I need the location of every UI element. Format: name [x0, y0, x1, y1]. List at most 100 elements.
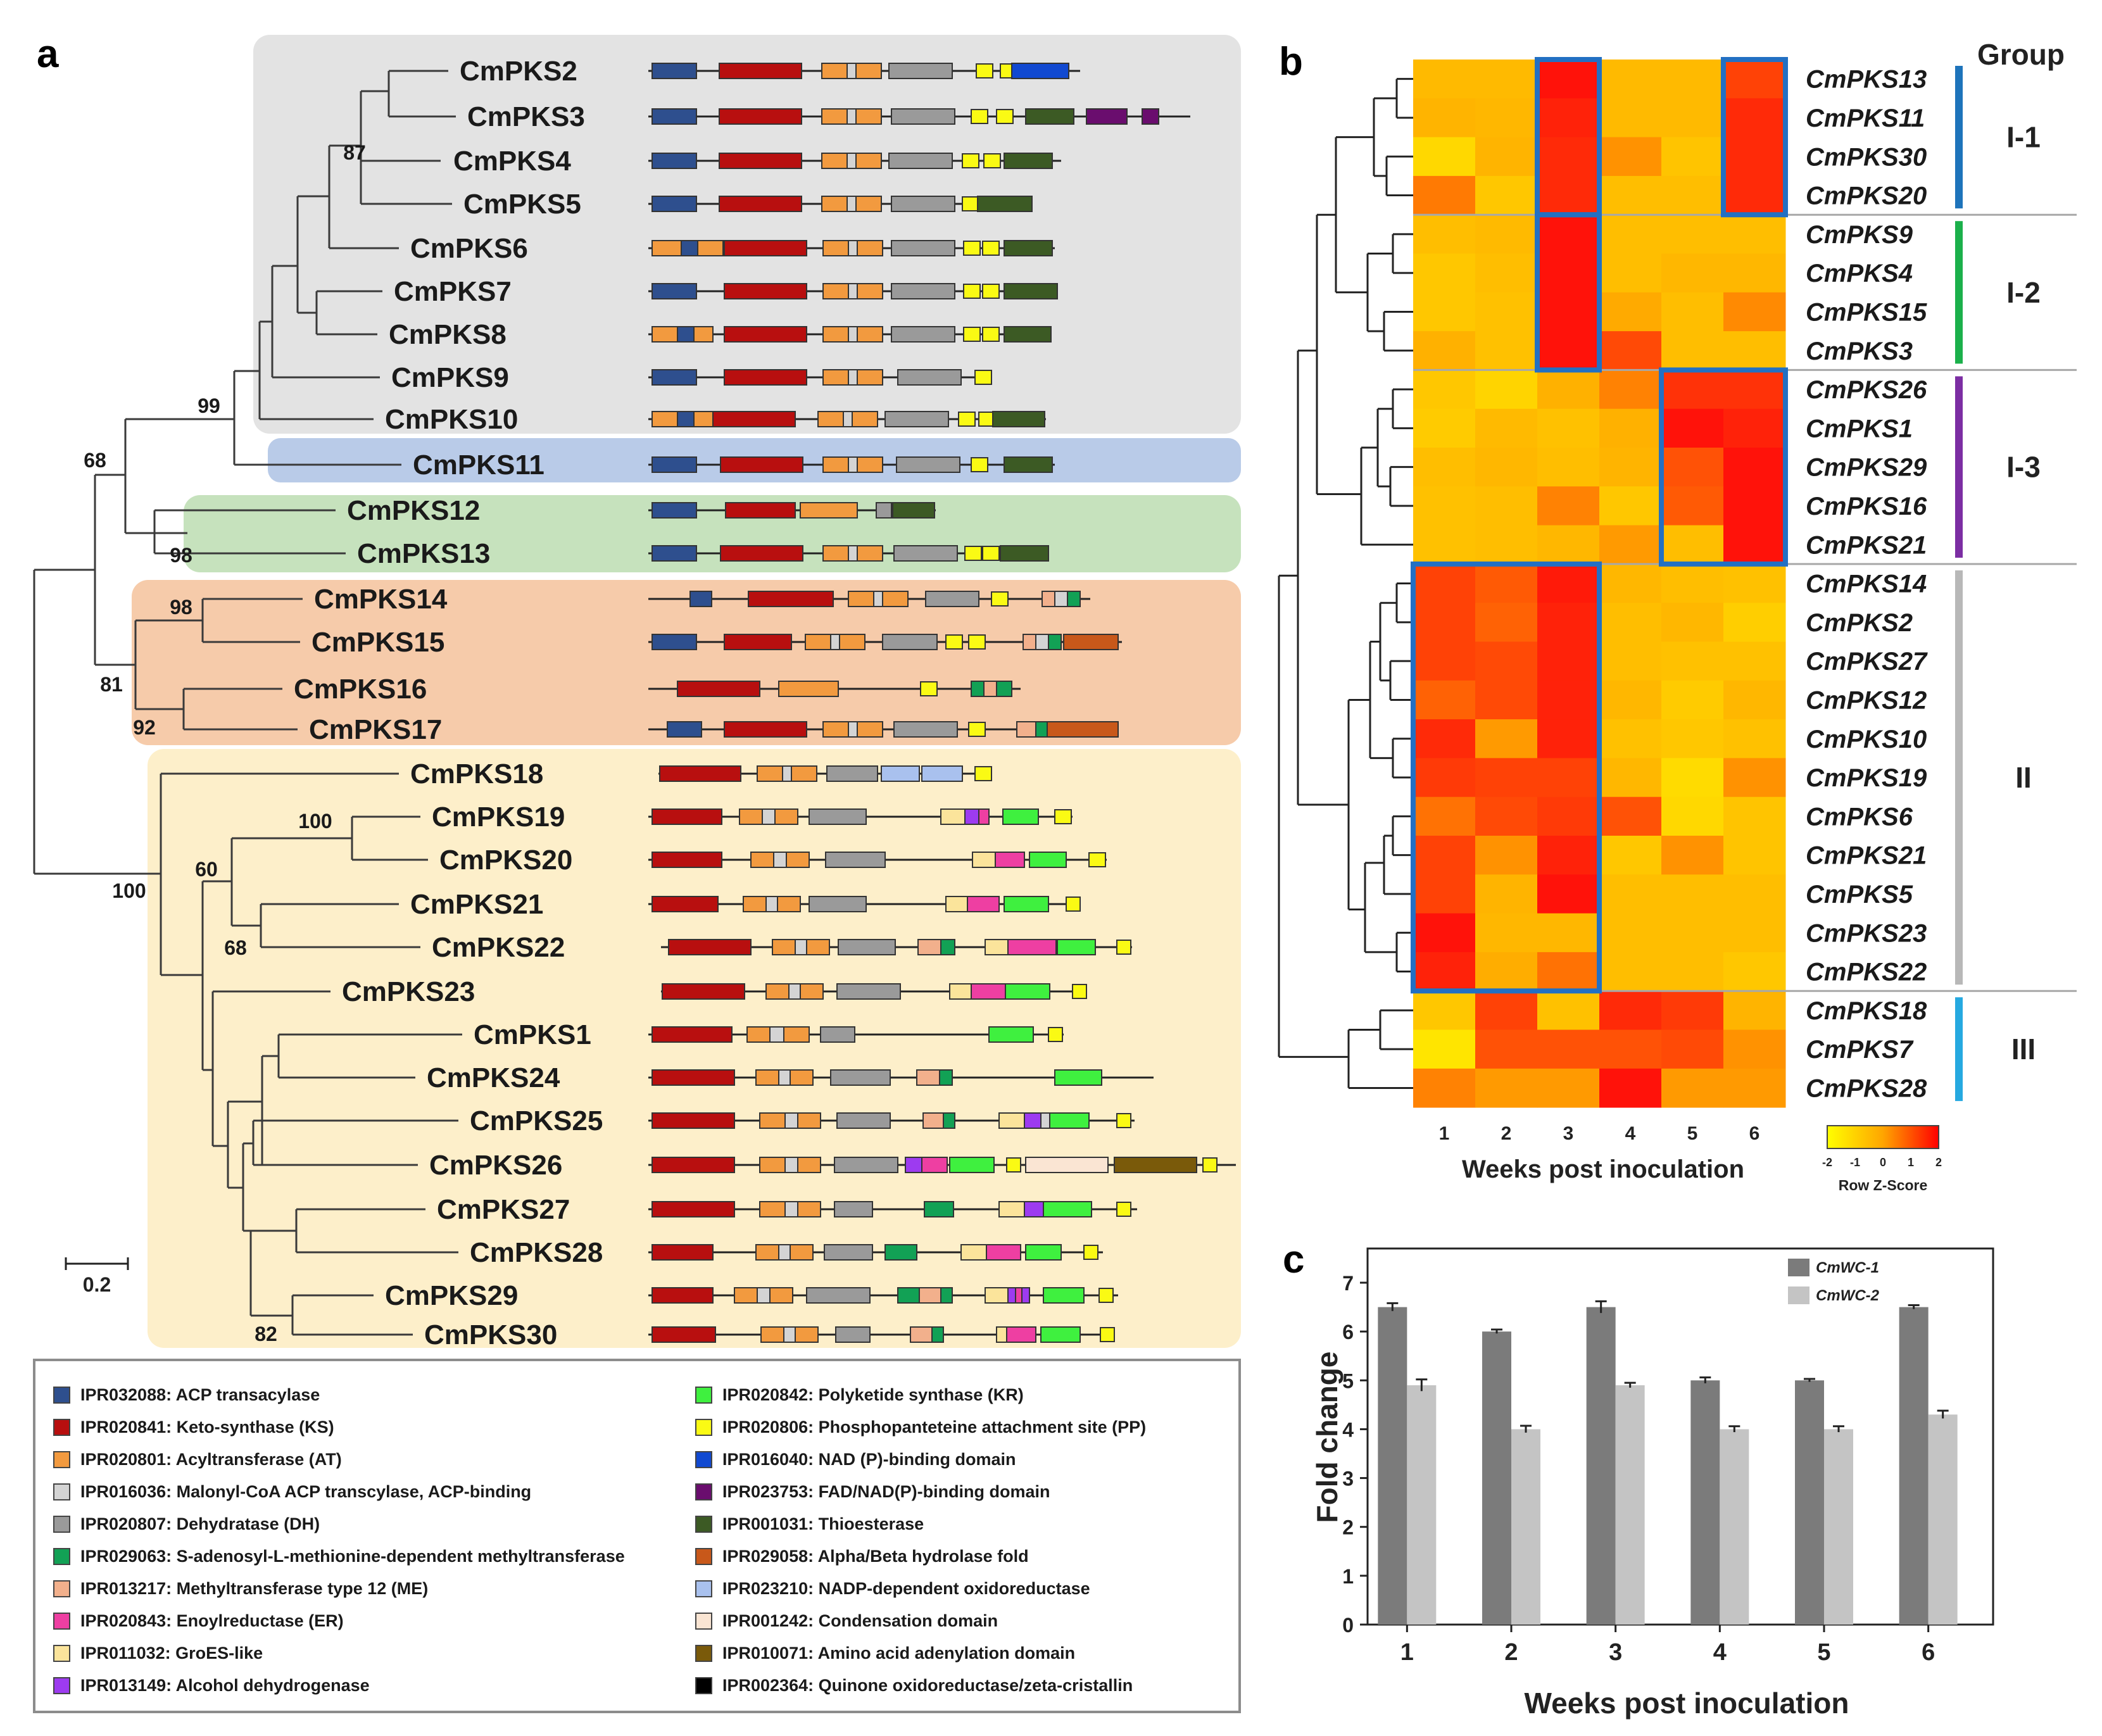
domain-ks: [662, 983, 745, 1000]
bar-cmwc-2: [1824, 1429, 1853, 1625]
legend-swatch: [695, 1483, 712, 1500]
domain-adh: [1021, 1287, 1030, 1304]
legend-item: IPR020806: Phosphopanteteine attachment …: [695, 1411, 1146, 1444]
domain-gro: [996, 1326, 1007, 1343]
heatmap-cell: [1475, 563, 1538, 603]
domain-gro: [985, 939, 1009, 955]
tree-leaf-label: CmPKS4: [453, 146, 571, 177]
legend-label: IPR020841: Keto-synthase (KS): [80, 1418, 334, 1437]
domain-pp: [963, 327, 981, 342]
heatmap-cell: [1661, 1029, 1724, 1069]
domain-at: [822, 326, 849, 343]
domain-dh: [891, 326, 955, 343]
heatmap-cell: [1661, 680, 1724, 720]
group-label: III: [2011, 1033, 2036, 1066]
colorbar-tick: 0: [1880, 1156, 1886, 1169]
domain-architecture: [658, 765, 992, 782]
legend-label: IPR032088: ACP transacylase: [80, 1385, 320, 1404]
heatmap-cell: [1723, 1068, 1786, 1108]
domain-kr: [1043, 1287, 1085, 1304]
heatmap-cell: [1723, 98, 1786, 138]
domain-pp: [958, 412, 976, 427]
heatmap-row-label: CmPKS12: [1806, 686, 1927, 714]
heatmap-cell: [1537, 448, 1600, 487]
heatmap-cell: [1537, 331, 1600, 370]
domain-me: [917, 939, 941, 955]
x-tick-label: 3: [1609, 1639, 1622, 1666]
heatmap-cell: [1475, 60, 1538, 99]
y-tick-label: 6: [1342, 1321, 1354, 1343]
domain-dh: [835, 1326, 871, 1343]
domain-kr: [1054, 1069, 1102, 1086]
domain-pp: [1072, 984, 1087, 999]
domain-sam: [971, 681, 985, 697]
domain-ks: [724, 283, 807, 299]
bar-cmwc-1: [1795, 1380, 1824, 1625]
heatmap-cell: [1475, 991, 1538, 1030]
heatmap-cell: [1723, 874, 1786, 914]
heatmap-cell: [1413, 408, 1476, 448]
domain-dh: [809, 896, 867, 912]
domain-sam: [943, 1112, 955, 1129]
heatmap-cell: [1475, 758, 1538, 798]
heatmap-cell: [1475, 680, 1538, 720]
heatmap-group-title: Group: [1977, 38, 2065, 71]
heatmap-cell: [1723, 448, 1786, 487]
tree-leaf-label: CmPKS30: [424, 1319, 557, 1350]
legend-item: IPR020843: Enoylreductase (ER): [53, 1605, 625, 1637]
domain-architecture: [648, 591, 1090, 607]
panel-label-c: c: [1283, 1238, 1304, 1281]
domain-architecture: [661, 939, 1132, 955]
domain-adh: [964, 808, 979, 825]
domain-dh: [893, 721, 958, 738]
legend-swatch: [53, 1451, 70, 1468]
domain-at: [693, 411, 714, 427]
heatmap-cell: [1661, 758, 1724, 798]
domain-at: [786, 852, 810, 868]
domain-ks: [724, 721, 807, 738]
heatmap-cell: [1475, 874, 1538, 914]
heatmap-cell: [1599, 1068, 1662, 1108]
heatmap-cell: [1413, 836, 1476, 875]
domain-nadp: [881, 765, 920, 782]
domain-dh: [891, 196, 955, 212]
domain-kr: [1025, 1244, 1062, 1261]
heatmap-cell: [1661, 331, 1724, 370]
domain-architecture: [648, 196, 1033, 212]
domain-ks: [725, 502, 796, 519]
bootstrap-value: 98: [170, 596, 192, 619]
clade-bg-green: [184, 495, 1241, 572]
heatmap-cell: [1537, 952, 1600, 991]
domain-ks: [724, 326, 807, 343]
domain-pp: [983, 153, 1001, 168]
tree-leaf-label: CmPKS11: [413, 450, 544, 481]
bar-cmwc-2: [1720, 1429, 1749, 1625]
domain-at: [777, 896, 801, 912]
domain-at: [857, 721, 883, 738]
heatmap-cell: [1723, 215, 1786, 254]
domain-dh: [836, 1112, 891, 1129]
domain-pp: [968, 722, 986, 737]
heatmap-cell: [1537, 836, 1600, 875]
heatmap-row-label: CmPKS3: [1806, 337, 1913, 365]
bootstrap-value: 98: [170, 544, 192, 567]
legend-label: IPR002364: Quinone oxidoreductase/zeta-c…: [722, 1676, 1133, 1695]
heatmap-cell: [1599, 952, 1662, 991]
domain-kr: [1040, 1326, 1081, 1343]
domain-te: [892, 502, 935, 519]
tree-leaf-label: CmPKS6: [410, 233, 528, 264]
domain-mal: [778, 1069, 791, 1086]
domain-kr: [988, 1026, 1034, 1043]
heatmap-cell: [1475, 408, 1538, 448]
legend-label: IPR020842: Polyketide synthase (KR): [722, 1385, 1024, 1404]
heatmap-cell: [1413, 175, 1476, 215]
legend-column-left: IPR032088: ACP transacylase IPR020841: Ke…: [53, 1379, 625, 1702]
domain-ks: [668, 939, 752, 955]
domain-ks: [651, 808, 722, 825]
domain-kr: [1002, 808, 1039, 825]
heatmap-cell: [1537, 641, 1600, 681]
domain-te: [1004, 326, 1052, 343]
domain-mal: [848, 240, 858, 256]
domain-mal: [1035, 634, 1049, 650]
heatmap-cell: [1599, 98, 1662, 138]
